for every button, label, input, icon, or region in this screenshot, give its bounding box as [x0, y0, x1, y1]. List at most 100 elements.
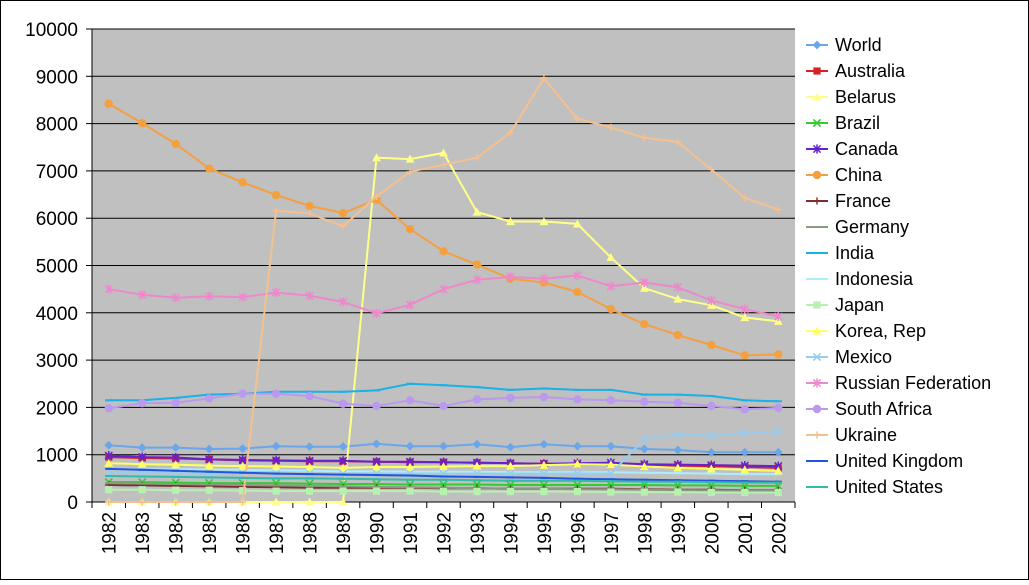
- data-point-japan: [339, 487, 347, 495]
- data-point-south-africa: [204, 394, 214, 403]
- data-point-south-africa: [539, 392, 549, 402]
- data-point-russian-federation: [640, 277, 649, 288]
- legend-swatch-marker: [813, 67, 821, 75]
- legend-item-ukraine: Ukraine: [806, 425, 897, 445]
- data-point-korea-rep: [338, 463, 348, 472]
- x-tick-label: 1982: [100, 512, 121, 554]
- data-point-belarus: [472, 207, 482, 216]
- data-point-china: [472, 260, 482, 269]
- data-point-belarus: [305, 497, 314, 506]
- data-point-korea-rep: [271, 462, 281, 471]
- data-point-belarus: [506, 217, 515, 226]
- data-point-china: [204, 164, 214, 173]
- data-point-china: [171, 139, 180, 149]
- data-point-brazil: [673, 481, 682, 490]
- data-point-korea-rep: [706, 464, 716, 473]
- data-point-russian-federation: [338, 297, 348, 307]
- data-point-belarus: [673, 294, 683, 303]
- data-point-belarus: [606, 253, 616, 262]
- y-tick-label: 9000: [36, 67, 78, 88]
- data-point-korea-rep: [539, 460, 549, 469]
- data-point-world: [740, 447, 750, 457]
- data-point-japan: [741, 488, 749, 497]
- data-point-china: [138, 118, 147, 128]
- data-point-korea-rep: [773, 466, 783, 475]
- data-point-world: [773, 447, 783, 457]
- legend-item-belarus: Belarus: [806, 87, 896, 107]
- data-point-ukraine: [272, 207, 280, 215]
- data-point-russian-federation: [673, 282, 682, 292]
- data-point-south-africa: [372, 401, 381, 411]
- data-point-world: [305, 442, 314, 452]
- data-point-china: [673, 330, 683, 340]
- data-point-japan: [372, 487, 381, 495]
- legend-item-mexico: Mexico: [806, 347, 892, 367]
- data-point-mexico: [539, 469, 549, 478]
- data-point-ukraine: [172, 498, 180, 506]
- legend-label: Belarus: [835, 87, 896, 107]
- y-tick-label: 10000: [25, 20, 78, 41]
- legend-swatch-marker: [812, 40, 822, 50]
- y-tick-label: 1000: [36, 446, 78, 467]
- data-point-ukraine: [339, 222, 347, 230]
- y-tick-label: 6000: [36, 209, 78, 230]
- legend-label: France: [835, 191, 891, 211]
- legend-swatch-marker: [812, 144, 822, 154]
- data-point-belarus: [338, 497, 348, 506]
- data-point-korea-rep: [372, 462, 381, 471]
- legend-item-world: World: [806, 35, 882, 55]
- data-point-belarus: [372, 153, 381, 162]
- data-point-ukraine: [540, 74, 548, 82]
- data-point-ukraine: [105, 498, 113, 506]
- data-point-brazil: [606, 480, 616, 490]
- legend-label: Indonesia: [835, 269, 914, 289]
- data-point-ukraine: [239, 498, 247, 506]
- data-point-belarus: [639, 283, 649, 292]
- legend-item-india: India: [806, 243, 875, 263]
- legend-swatch-marker: [813, 197, 821, 205]
- legend-label: United Kingdom: [835, 451, 963, 471]
- data-point-mexico: [506, 469, 515, 478]
- data-point-south-africa: [171, 398, 180, 407]
- data-point-ukraine: [138, 498, 146, 506]
- data-point-mexico: [606, 469, 616, 478]
- series-south-africa: [104, 389, 783, 414]
- x-tick-label: 1988: [301, 512, 322, 554]
- legend-label: Australia: [835, 61, 906, 81]
- legend-item-korea-rep: Korea, Rep: [806, 321, 926, 341]
- data-point-korea-rep: [238, 461, 248, 470]
- legend-label: Ukraine: [835, 425, 897, 445]
- x-tick-label: 2001: [736, 512, 757, 554]
- data-point-ukraine: [707, 165, 715, 174]
- series-world: [104, 439, 783, 457]
- series-united-states: [105, 474, 782, 484]
- legend-item-south-africa: South Africa: [806, 399, 933, 419]
- data-point-japan: [707, 488, 715, 497]
- data-point-china: [405, 224, 415, 234]
- data-point-mexico: [673, 430, 682, 439]
- series-ukraine: [105, 74, 782, 506]
- data-point-korea-rep: [606, 460, 616, 469]
- legend-swatch-marker: [812, 404, 822, 414]
- data-point-japan: [540, 487, 548, 496]
- y-tick-label: 7000: [36, 162, 78, 183]
- data-point-japan: [305, 487, 314, 495]
- data-point-world: [673, 445, 683, 455]
- legend-swatch-marker: [813, 431, 821, 439]
- y-tick-label: 3000: [36, 351, 78, 372]
- series-mexico: [104, 427, 783, 478]
- data-point-japan: [205, 486, 213, 494]
- data-point-ukraine: [741, 194, 749, 202]
- data-point-china: [640, 319, 649, 329]
- legend-swatch-marker: [812, 92, 822, 101]
- legend-label: South Africa: [835, 399, 933, 419]
- data-point-korea-rep: [506, 461, 515, 470]
- data-point-mexico: [740, 428, 749, 438]
- data-point-world: [472, 439, 482, 449]
- x-tick-label: 1985: [200, 512, 221, 554]
- x-tick-label: 1991: [401, 512, 422, 554]
- data-point-world: [171, 443, 181, 453]
- data-point-russian-federation: [271, 287, 281, 298]
- legend-item-japan: Japan: [806, 295, 884, 315]
